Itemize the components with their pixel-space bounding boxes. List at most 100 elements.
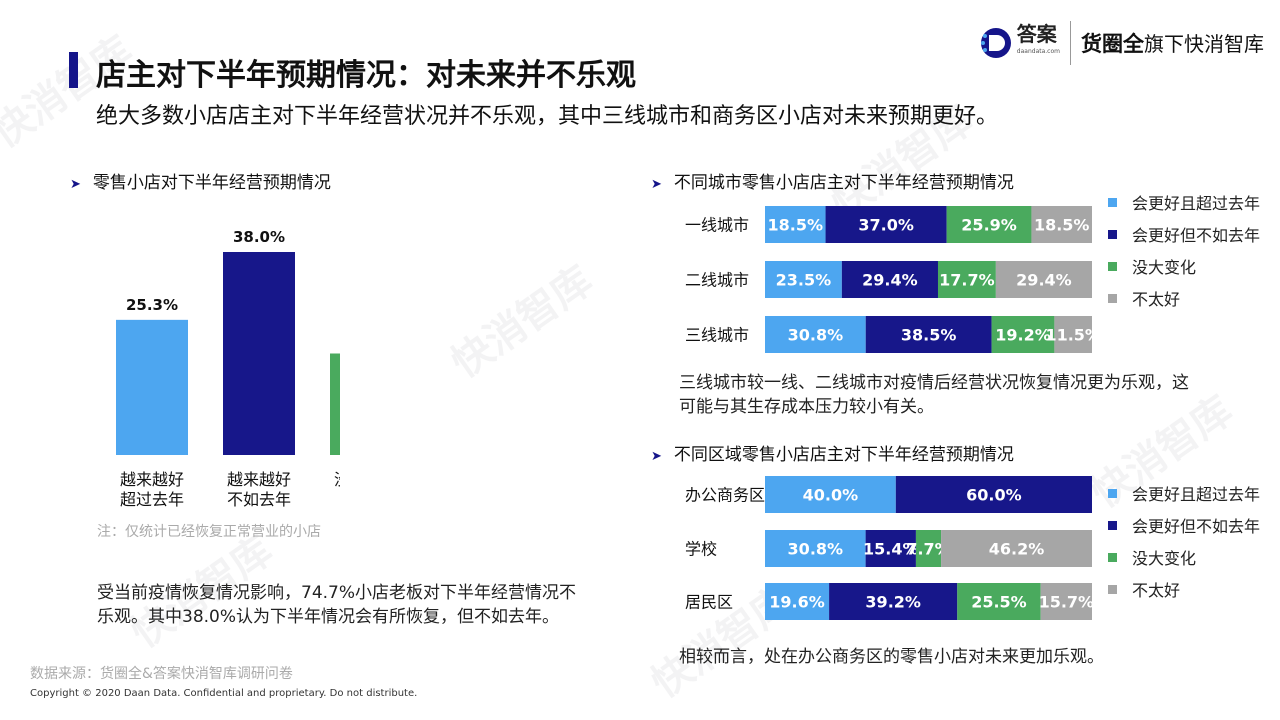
expectation-bar-chart: 25.3%越来越好超过去年38.0%越来越好不如去年19.0%没大变化17.7%… xyxy=(116,228,340,509)
segment-value-label: 19.6% xyxy=(769,593,825,612)
segment-value-label: 38.5% xyxy=(901,326,957,345)
segment-value-label: 19.2% xyxy=(995,326,1051,345)
legend-item: 会更好但不如去年 xyxy=(1108,218,1260,250)
left-paragraph: 受当前疫情恢复情况影响，74.7%小店老板对下半年经营情况不乐观。其中38.0%… xyxy=(97,583,577,627)
segment-value-label: 15.7% xyxy=(1039,593,1095,612)
legend-label: 会更好且超过去年 xyxy=(1132,194,1261,213)
category-label: 办公商务区 xyxy=(685,486,765,505)
bar-value-label: 38.0% xyxy=(233,228,285,246)
stacked-segment xyxy=(765,316,866,353)
legend-label: 会更好但不如去年 xyxy=(1132,517,1261,536)
stacked-segment xyxy=(991,316,1055,353)
stacked-segment xyxy=(765,530,866,567)
segment-value-label: 7.7% xyxy=(906,540,950,559)
segment-value-label: 40.0% xyxy=(803,486,859,505)
city-stacked-chart: 一线城市 18.5% 37.0% 25.9% 18.5% 二线城市 23.5% 29.4% 17… xyxy=(685,206,1100,353)
stacked-segment xyxy=(941,530,1092,567)
category-label: 居民区 xyxy=(685,593,733,612)
segment-value-label: 29.4% xyxy=(1016,271,1072,290)
city-legend: 会更好且超过去年 会更好但不如去年 没大变化不太好 xyxy=(1108,186,1260,314)
watermark: 快消智库 xyxy=(443,257,602,388)
segment-value-label: 25.5% xyxy=(971,593,1027,612)
category-label: 三线城市 xyxy=(685,326,749,345)
bar xyxy=(330,353,340,455)
segment-value-label: 39.2% xyxy=(865,593,921,612)
category-label: 越来越好 xyxy=(120,470,184,489)
stacked-segment xyxy=(865,530,916,567)
bar xyxy=(116,319,188,455)
district-legend: 会更好且超过去年 会更好但不如去年 没大变化不太好 xyxy=(1108,477,1260,605)
district-note: 相较而言，处在办公商务区的零售小店对未来更加乐观。 xyxy=(679,647,1104,667)
segment-value-label: 18.5% xyxy=(768,216,824,235)
legend-item: 会更好且超过去年 xyxy=(1108,477,1260,509)
city-section-title: ➤ 不同城市零售小店店主对下半年经营预期情况 xyxy=(651,173,1014,193)
brand-divider xyxy=(1070,21,1071,65)
legend-swatch xyxy=(1108,488,1117,498)
stacked-segment xyxy=(995,261,1092,298)
legend-item: 不太好 xyxy=(1108,573,1260,605)
page-subtitle: 绝大多数小店店主对下半年经营状况并不乐观，其中三线城市和商务区小店对未来预期更好… xyxy=(96,104,999,129)
stacked-segment xyxy=(841,261,938,298)
title-accent-bar xyxy=(69,52,78,88)
segment-value-label: 18.5% xyxy=(1034,216,1090,235)
stacked-segment xyxy=(957,583,1041,620)
segment-value-label: 46.2% xyxy=(989,540,1045,559)
legend-label: 会更好但不如去年 xyxy=(1132,226,1261,245)
stacked-segment xyxy=(1040,583,1092,620)
legend-label: 没大变化 xyxy=(1132,549,1197,568)
stacked-segment xyxy=(765,206,826,243)
stacked-segment xyxy=(765,583,830,620)
stacked-segment xyxy=(946,206,1032,243)
stacked-segment xyxy=(829,583,958,620)
category-label: 学校 xyxy=(685,540,717,559)
segment-value-label: 15.4% xyxy=(863,540,919,559)
legend-item: 没大变化 xyxy=(1108,541,1260,573)
logo-subtext: daandata.com xyxy=(1016,48,1060,55)
category-label: 没大变化 xyxy=(334,470,340,489)
left-section-title: ➤ 零售小店对下半年经营预期情况 xyxy=(70,173,331,193)
stacked-segment xyxy=(915,530,942,567)
segment-value-label: 25.9% xyxy=(961,216,1017,235)
brand-header: 答案 daandata.com 货圈全旗下快消智库 xyxy=(979,21,1264,65)
stacked-segment xyxy=(895,476,1092,513)
copyright: Copyright © 2020 Daan Data. Confidential… xyxy=(30,688,418,699)
stacked-segment xyxy=(1031,206,1092,243)
segment-value-label: 60.0% xyxy=(966,486,1022,505)
arrow-right-icon: ➤ xyxy=(70,177,81,192)
legend-item: 会更好但不如去年 xyxy=(1108,509,1260,541)
stacked-segment xyxy=(765,261,842,298)
stacked-segment xyxy=(865,316,992,353)
legend-swatch xyxy=(1108,520,1117,530)
legend-label: 会更好且超过去年 xyxy=(1132,485,1261,504)
segment-value-label: 17.7% xyxy=(939,271,995,290)
arrow-right-icon: ➤ xyxy=(651,177,662,192)
segment-value-label: 11.5% xyxy=(1045,326,1100,345)
category-label: 二线城市 xyxy=(685,271,749,290)
segment-value-label: 23.5% xyxy=(776,271,832,290)
legend-item: 没大变化 xyxy=(1108,250,1260,282)
logo-text: 答案 daandata.com xyxy=(1016,24,1060,61)
chart-note: 注：仅统计已经恢复正常营业的小店 xyxy=(97,524,321,540)
legend-label: 没大变化 xyxy=(1132,258,1197,277)
bar xyxy=(223,252,295,455)
legend-label: 不太好 xyxy=(1132,581,1181,600)
stacked-segment xyxy=(937,261,996,298)
category-label: 一线城市 xyxy=(685,216,749,235)
page-title: 店主对下半年预期情况：对未来并不乐观 xyxy=(96,58,636,93)
city-note: 三线城市较一线、二线城市对疫情后经营状况恢复情况更为乐观，这可能与其生存成本压力… xyxy=(679,373,1189,417)
segment-value-label: 30.8% xyxy=(788,540,844,559)
legend-swatch xyxy=(1108,293,1117,303)
bar-value-label: 25.3% xyxy=(126,296,178,314)
segment-value-label: 29.4% xyxy=(862,271,918,290)
category-label: 不如去年 xyxy=(227,490,291,509)
category-label: 越来越好 xyxy=(227,470,291,489)
arrow-right-icon: ➤ xyxy=(651,449,662,464)
legend-swatch xyxy=(1108,197,1117,207)
legend-swatch xyxy=(1108,584,1117,594)
legend-swatch xyxy=(1108,261,1117,271)
district-stacked-chart: 办公商务区 40.0% 60.0% 学校 30.8% 15.4%7.7% 46.2% 居民区 1… xyxy=(685,476,1095,620)
legend-item: 不太好 xyxy=(1108,282,1260,314)
legend-label: 不太好 xyxy=(1132,290,1181,309)
segment-value-label: 30.8% xyxy=(788,326,844,345)
stacked-segment xyxy=(825,206,947,243)
